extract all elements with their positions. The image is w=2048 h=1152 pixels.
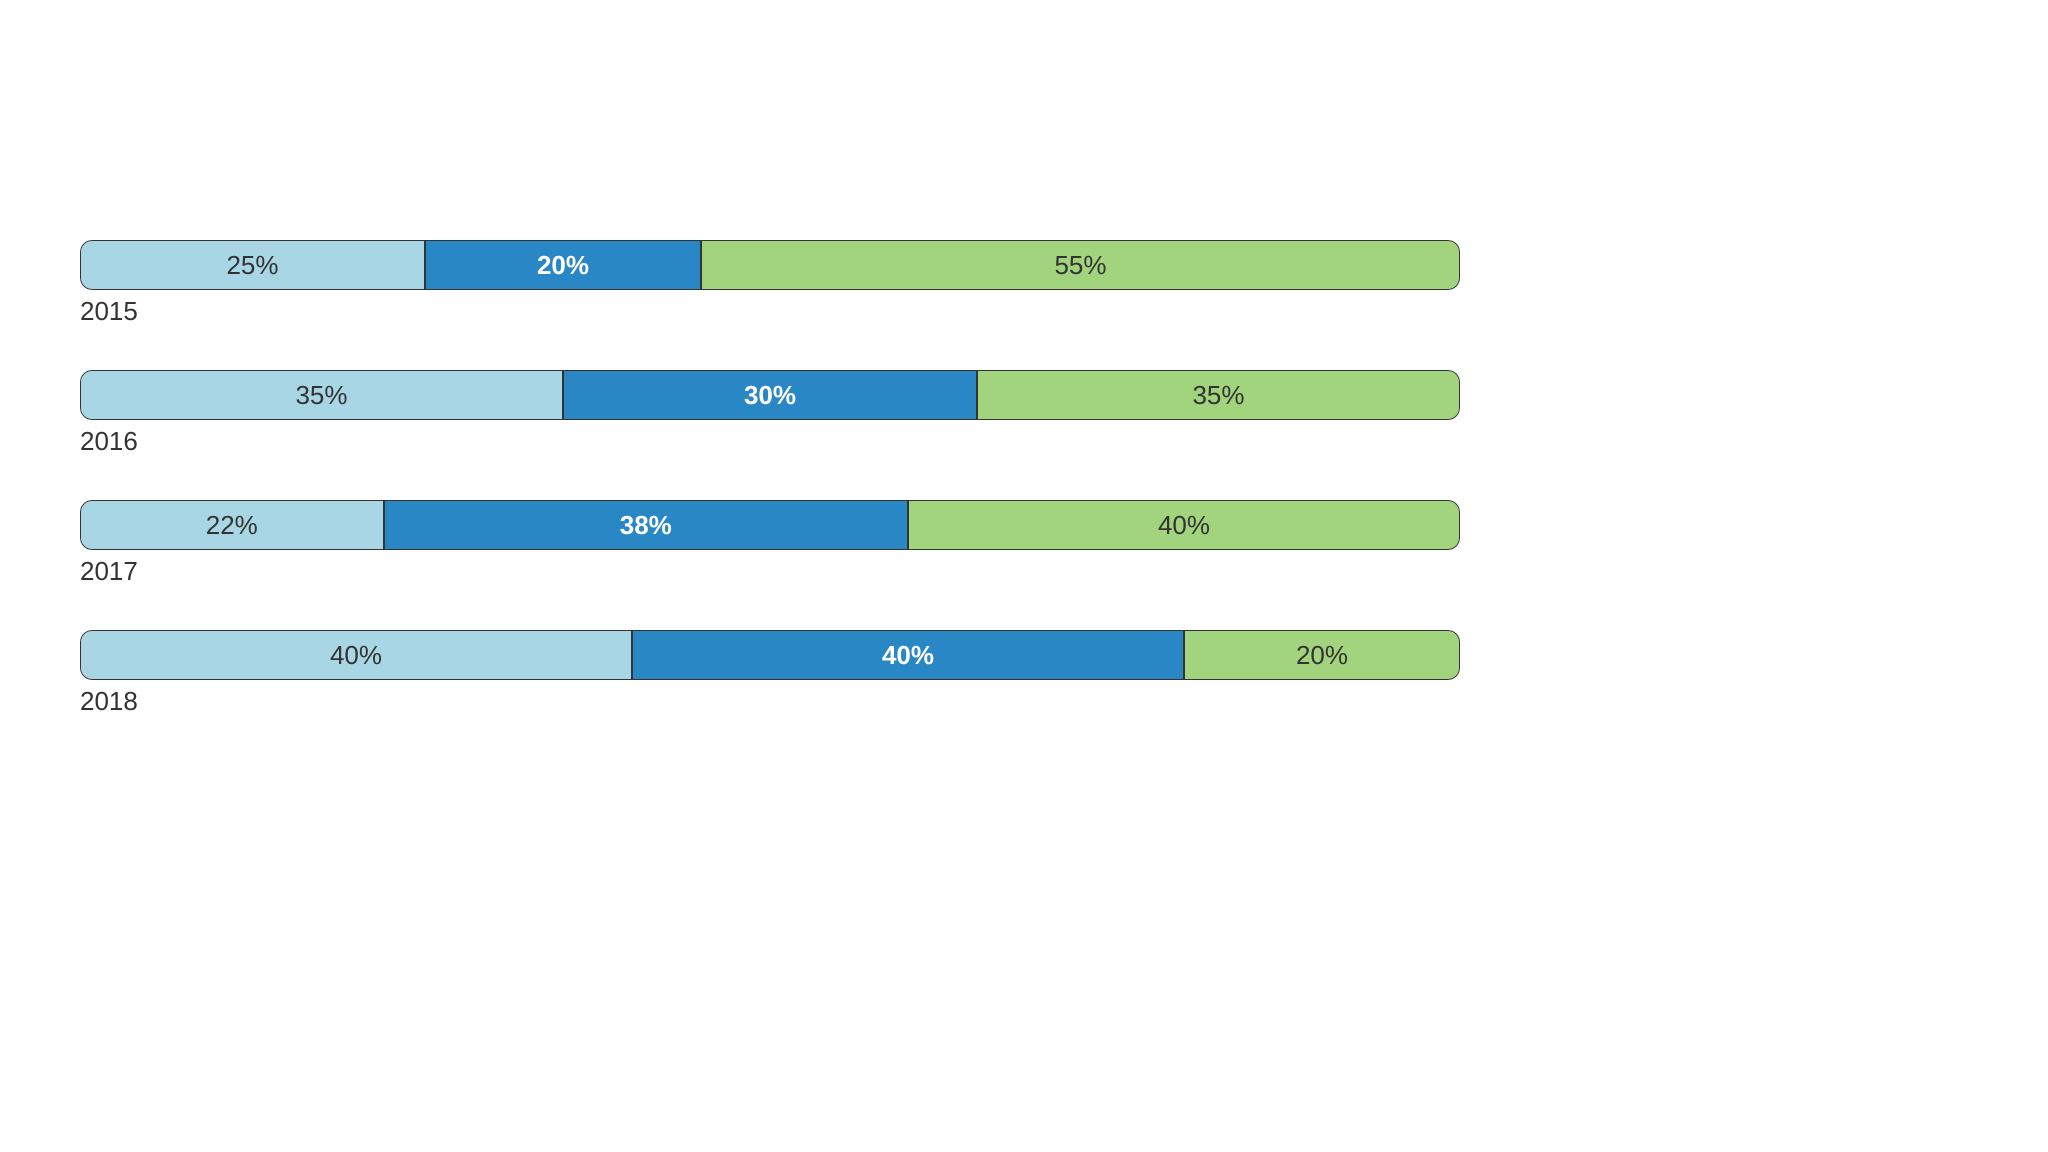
bar-segment: 20% <box>1184 630 1460 680</box>
stacked-bar: 35%30%35% <box>80 370 1460 420</box>
bar-segment: 55% <box>701 240 1460 290</box>
stacked-bar: 40%40%20% <box>80 630 1460 680</box>
year-label: 2016 <box>80 426 138 457</box>
bar-segment: 40% <box>632 630 1184 680</box>
bar-segment: 38% <box>384 500 908 550</box>
bar-row: 40%40%20%2018 <box>80 630 1460 680</box>
stacked-bar-chart: 25%20%55%201535%30%35%201622%38%40%20174… <box>80 240 1460 740</box>
year-label: 2017 <box>80 556 138 587</box>
bar-segment: 20% <box>425 240 701 290</box>
stacked-bar: 22%38%40% <box>80 500 1460 550</box>
bar-segment: 35% <box>977 370 1460 420</box>
bar-segment: 35% <box>80 370 563 420</box>
bar-row: 35%30%35%2016 <box>80 370 1460 420</box>
year-label: 2015 <box>80 296 138 327</box>
bar-segment: 30% <box>563 370 977 420</box>
bar-segment: 22% <box>80 500 384 550</box>
stacked-bar: 25%20%55% <box>80 240 1460 290</box>
bar-segment: 40% <box>80 630 632 680</box>
bar-row: 22%38%40%2017 <box>80 500 1460 550</box>
bar-segment: 25% <box>80 240 425 290</box>
year-label: 2018 <box>80 686 138 717</box>
bar-row: 25%20%55%2015 <box>80 240 1460 290</box>
bar-segment: 40% <box>908 500 1460 550</box>
